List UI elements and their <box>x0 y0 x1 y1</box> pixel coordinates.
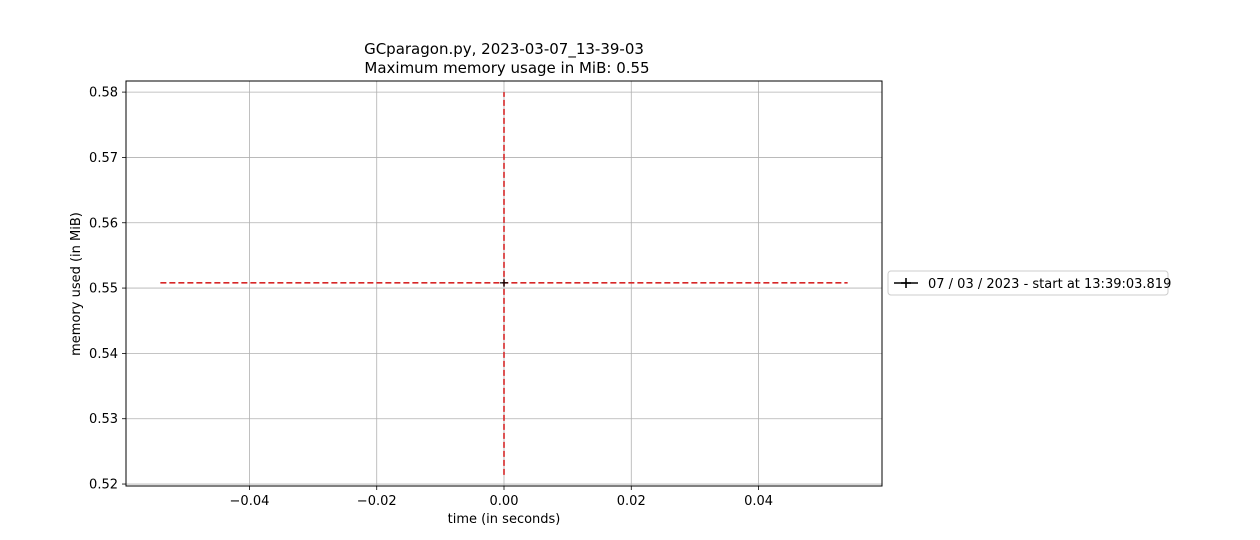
x-tick-label: 0.04 <box>744 494 773 509</box>
y-axis-ticks: 0.52 0.53 0.54 0.55 0.56 0.57 0.58 <box>89 86 126 493</box>
x-tick-label: 0.02 <box>617 494 646 509</box>
y-tick-label: 0.54 <box>89 347 118 362</box>
y-tick-label: 0.52 <box>89 478 118 493</box>
chart-title: GCparagon.py, 2023-03-07_13-39-03 <box>364 40 644 59</box>
legend: 07 / 03 / 2023 - start at 13:39:03.819 <box>887 270 1171 296</box>
y-tick-label: 0.56 <box>89 216 118 231</box>
chart-subtitle: Maximum memory usage in MiB: 0.55 <box>364 59 649 77</box>
x-axis-label: time (in seconds) <box>448 512 561 527</box>
y-tick-label: 0.55 <box>89 282 118 297</box>
y-axis-label: memory used (in MiB) <box>69 212 84 356</box>
x-axis-ticks: −0.04 −0.02 0.00 0.02 0.04 <box>230 486 773 509</box>
y-tick-label: 0.58 <box>89 86 118 101</box>
x-tick-label: −0.04 <box>230 494 270 509</box>
legend-label: 07 / 03 / 2023 - start at 13:39:03.819 <box>928 277 1171 292</box>
data-point <box>500 278 508 287</box>
y-tick-label: 0.57 <box>89 151 118 166</box>
legend-box <box>887 270 1169 296</box>
y-tick-label: 0.53 <box>89 412 118 427</box>
data-series <box>500 278 508 287</box>
x-tick-label: −0.02 <box>357 494 397 509</box>
x-tick-label: 0.00 <box>490 494 519 509</box>
